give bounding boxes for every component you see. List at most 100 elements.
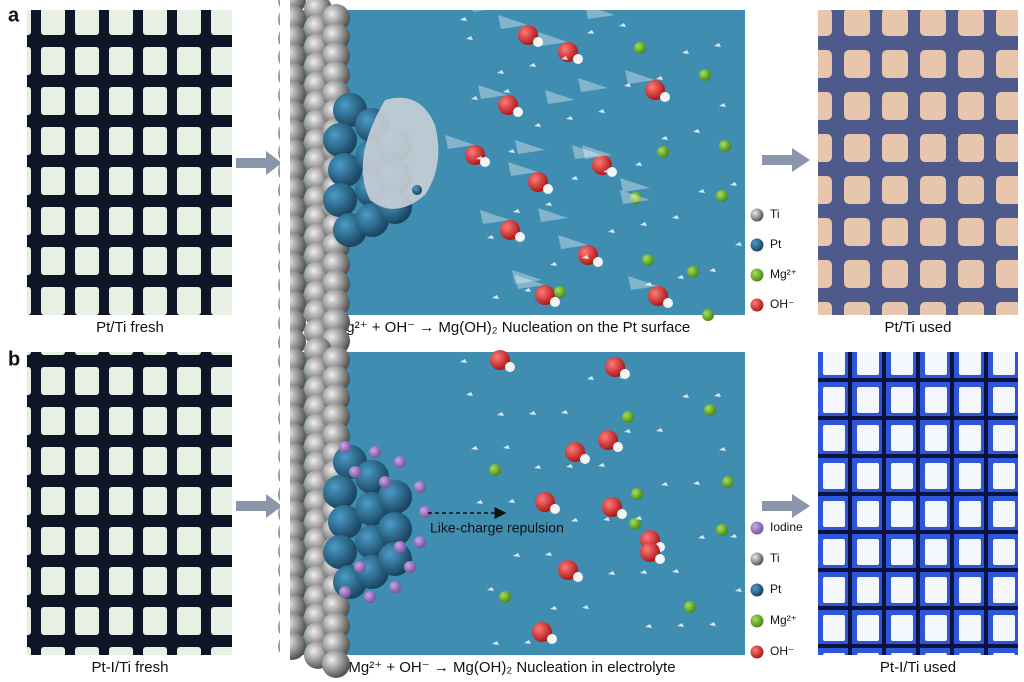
arrow (236, 494, 282, 518)
legend-swatch (750, 614, 764, 628)
flake (550, 262, 557, 266)
flake (603, 169, 610, 173)
flake (545, 202, 552, 206)
legend-label: OH⁻ (770, 644, 794, 658)
trail (445, 135, 475, 149)
flake (714, 393, 721, 397)
mesh-photo (818, 10, 1018, 315)
legend-label: Mg²⁺ (770, 267, 797, 281)
oh-ion (500, 220, 520, 240)
flake (508, 499, 515, 503)
flake (698, 189, 705, 193)
h-atom (543, 184, 553, 194)
flake (529, 63, 536, 67)
caption: Pt-I/Ti fresh (92, 659, 169, 676)
iodine-atom (349, 466, 361, 478)
mg-ion (687, 266, 699, 278)
mg-ion (634, 42, 646, 54)
oh-ion (578, 245, 598, 265)
h-atom (550, 297, 560, 307)
h-atom (607, 167, 617, 177)
flake (661, 482, 668, 486)
pt-atom (323, 535, 357, 569)
flake (476, 156, 483, 160)
flake (471, 96, 478, 100)
iodine-atom (389, 581, 401, 593)
iodine-atom (404, 561, 416, 573)
flake (492, 641, 499, 645)
clip-edge (280, 0, 290, 345)
pt-atom (328, 153, 362, 187)
flake (566, 116, 573, 120)
h-atom (580, 454, 590, 464)
flake (730, 182, 737, 186)
legend-swatch (750, 583, 764, 597)
trail (572, 145, 602, 159)
flake (587, 30, 594, 34)
flake (624, 429, 631, 433)
flake (672, 215, 679, 219)
h-atom (663, 298, 673, 308)
pt-atom (323, 183, 357, 217)
flake (714, 43, 721, 47)
flake (640, 570, 647, 574)
mg-ion (704, 404, 716, 416)
mg-ion (489, 464, 501, 476)
flake (471, 446, 478, 450)
flake (566, 464, 573, 468)
legend-swatch (750, 238, 764, 252)
flake (476, 500, 483, 504)
flake (503, 89, 510, 93)
iodine-atom (364, 591, 376, 603)
panel-letter: b (8, 348, 20, 370)
caption: Mg²⁺ + OH⁻ → Mg(OH)₂ Nucleation on the P… (334, 319, 690, 336)
flake (534, 123, 541, 127)
legend-label: Iodine (770, 520, 803, 534)
legend-swatch (750, 208, 764, 222)
trail (515, 275, 545, 289)
annotation: Like-charge repulsion (430, 520, 564, 536)
h-atom (550, 504, 560, 514)
oh-ion (498, 95, 518, 115)
oh-ion (535, 492, 555, 512)
pt-atom (378, 512, 412, 546)
flake (693, 129, 700, 133)
flake (487, 235, 494, 239)
mesh-photo (818, 352, 1018, 655)
flake (719, 103, 726, 107)
trail (515, 140, 545, 154)
flake (571, 518, 578, 522)
iodine-atom (339, 441, 351, 453)
mg-ion (657, 146, 669, 158)
oh-ion (565, 442, 585, 462)
flake (735, 242, 742, 246)
panel-letter: a (8, 4, 20, 26)
h-atom (573, 54, 583, 64)
flake (661, 136, 668, 140)
flake (693, 481, 700, 485)
flake (582, 255, 589, 259)
flake (598, 109, 605, 113)
trail (478, 85, 508, 99)
mg-ion (716, 190, 728, 202)
mg-ion (630, 192, 642, 204)
trail (578, 78, 608, 92)
trail (620, 190, 650, 204)
legend-label: Pt (770, 582, 782, 596)
flake (682, 50, 689, 54)
flake (709, 268, 716, 272)
arrow (236, 151, 282, 175)
trail (620, 178, 650, 192)
legend-label: Ti (770, 551, 780, 565)
h-atom (660, 92, 670, 102)
h-atom (617, 509, 627, 519)
iodine-atom (414, 536, 426, 548)
h-atom (613, 442, 623, 452)
oh-ion (645, 80, 665, 100)
flake (571, 176, 578, 180)
oh-ion (605, 357, 625, 377)
flake (524, 288, 531, 292)
h-atom (515, 232, 525, 242)
iodine-atom (419, 506, 431, 518)
iodine-atom (369, 446, 381, 458)
